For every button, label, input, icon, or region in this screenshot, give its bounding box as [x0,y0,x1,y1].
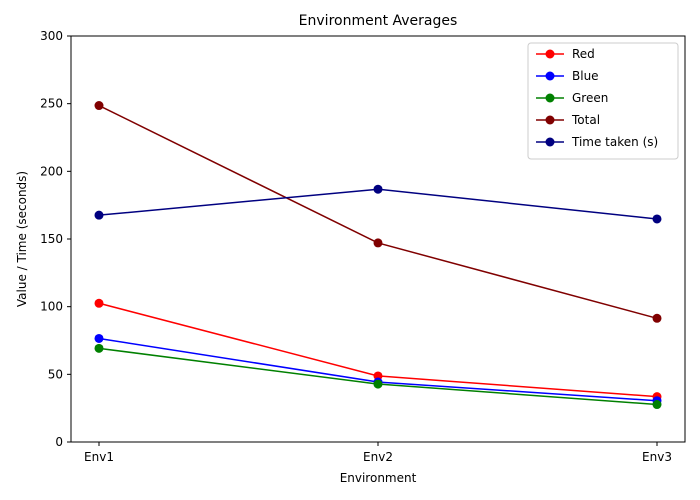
legend: Red Blue Green Total Time taken (s) [527,42,679,160]
data-point-green [373,379,383,389]
series-total [94,101,662,323]
data-point-total [94,101,104,111]
x-tick-label: Env2 [363,450,393,464]
legend-item-green: Green [536,91,608,105]
y-tick-label: 150 [40,232,63,246]
legend-item-total: Total [536,113,600,127]
y-tick-label: 250 [40,97,63,111]
legend-swatch-marker [545,115,555,125]
chart-title: Environment Averages [299,13,458,29]
legend-swatch-marker [545,93,555,103]
y-tick-label: 300 [40,29,63,43]
legend-swatch-marker [545,71,555,81]
y-tick-label: 100 [40,300,63,314]
y-tick-label: 0 [55,435,63,449]
y-tick-label: 200 [40,164,63,178]
y-axis-label: Value / Time (seconds) [15,171,29,307]
data-point-red [94,298,104,308]
series-layer [94,101,662,410]
legend-label: Total [571,113,600,127]
series-line-blue [98,337,658,402]
legend-label: Red [572,47,595,61]
data-point-green [652,400,662,410]
x-tick-label: Env3 [642,450,672,464]
data-point-time-taken-s [652,214,662,224]
legend-swatch-marker [545,49,555,59]
series-red [94,298,662,402]
x-axis: Env1 Env2 Env3 [84,442,672,464]
y-axis: 0 50 100 150 200 250 300 [40,29,71,449]
legend-item-blue: Blue [536,69,599,83]
x-tick-label: Env1 [84,450,114,464]
legend-label: Time taken (s) [571,135,658,149]
legend-label: Green [572,91,608,105]
series-time-taken-s [94,184,662,224]
x-axis-label: Environment [340,471,417,485]
legend-label: Blue [572,69,599,83]
data-point-time-taken-s [373,184,383,194]
legend-box [527,42,679,160]
series-green [94,343,662,410]
data-point-blue [94,333,104,343]
data-point-total [373,238,383,248]
data-point-total [652,313,662,323]
series-blue [94,333,662,406]
legend-item-time-taken-s: Time taken (s) [536,135,658,149]
data-point-green [94,343,104,353]
legend-swatch-marker [545,137,555,147]
legend-item-red: Red [536,47,595,61]
data-point-time-taken-s [94,210,104,220]
y-tick-label: 50 [48,367,63,381]
